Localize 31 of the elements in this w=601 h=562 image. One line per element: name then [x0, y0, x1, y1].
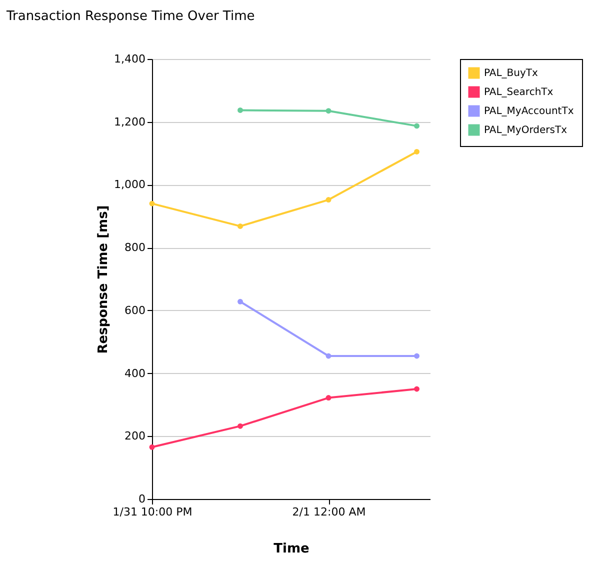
- point: [326, 353, 332, 359]
- legend-label: PAL_MyOrdersTx: [484, 125, 568, 136]
- x-tick-label: 1/31 10:00 PM: [112, 506, 192, 518]
- y-axis-title: Response Time [ms]: [96, 205, 112, 354]
- point: [326, 108, 332, 114]
- point: [414, 386, 420, 392]
- y-tick-label: 1,000: [114, 178, 146, 192]
- y-tick-label: 400: [124, 366, 146, 380]
- y-tick-label: 1,200: [114, 115, 146, 128]
- y-tick-label: 1,400: [114, 52, 146, 66]
- x-tick-label: 2/1 12:00 AM: [292, 506, 366, 518]
- legend-label: PAL_MyAccountTx: [484, 106, 574, 117]
- x-axis-title: Time: [274, 542, 310, 556]
- point: [149, 444, 155, 450]
- y-tick-label: 600: [124, 304, 146, 317]
- point: [414, 148, 420, 154]
- point: [326, 395, 332, 401]
- point: [238, 107, 243, 113]
- point: [326, 197, 332, 203]
- chart-title: Transaction Response Time Over Time: [6, 9, 255, 24]
- y-tick-label: 200: [124, 430, 146, 443]
- point: [238, 423, 243, 429]
- y-tick-label: 0: [138, 492, 146, 506]
- point: [238, 223, 243, 229]
- point: [238, 298, 243, 304]
- legend-label: PAL_SearchTx: [484, 87, 554, 98]
- point: [414, 123, 420, 129]
- point: [414, 353, 420, 359]
- legend-label: PAL_BuyTx: [484, 68, 538, 79]
- point: [149, 200, 155, 206]
- y-tick-label: 800: [124, 241, 146, 254]
